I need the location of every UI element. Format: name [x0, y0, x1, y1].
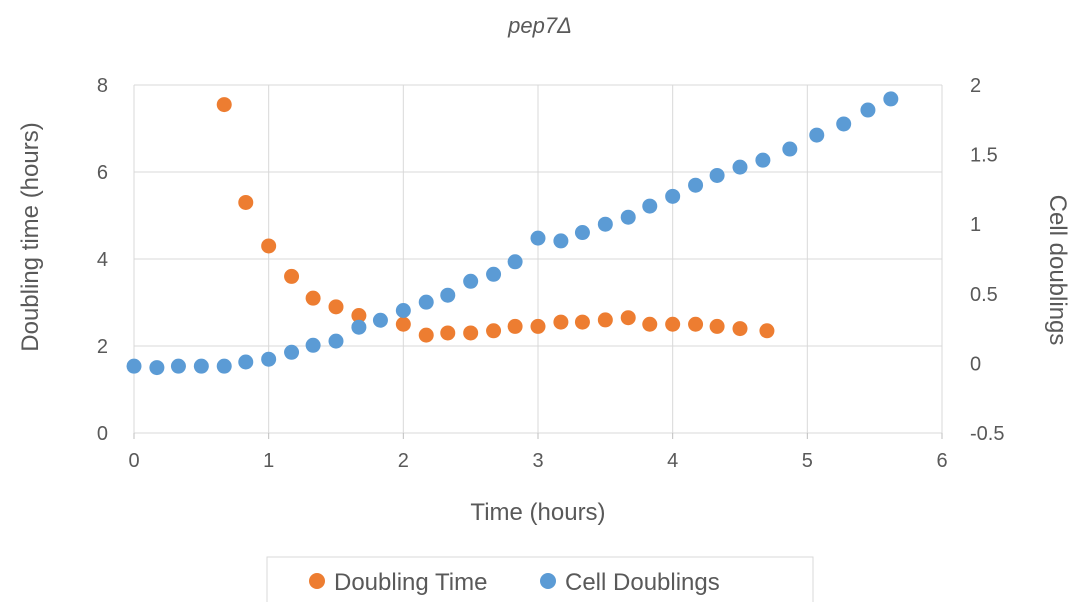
point-cell-doublings — [463, 273, 479, 289]
point-doubling-time — [642, 316, 658, 332]
x-tick-label: 5 — [802, 450, 813, 472]
y2-tick-label: 0.5 — [970, 284, 998, 306]
x-tick-label: 3 — [532, 450, 543, 472]
x-tick-label: 4 — [667, 450, 678, 472]
y2-tick-label: 0 — [970, 353, 981, 375]
y2-tick-label: 1.5 — [970, 145, 998, 167]
point-cell-doublings — [440, 287, 456, 303]
point-cell-doublings — [553, 233, 569, 249]
point-doubling-time — [418, 327, 434, 343]
point-doubling-time — [688, 316, 704, 332]
x-tick-label: 2 — [398, 450, 409, 472]
point-cell-doublings — [305, 337, 321, 353]
point-cell-doublings — [170, 358, 186, 374]
point-doubling-time — [597, 312, 613, 328]
legend-label-cell-doublings: Cell Doublings — [565, 569, 720, 596]
legend-box — [266, 556, 814, 602]
y2-axis-title: Cell doublings — [1044, 195, 1071, 346]
x-axis-title: Time (hours) — [470, 499, 605, 526]
point-cell-doublings — [665, 188, 681, 204]
point-cell-doublings — [149, 360, 165, 376]
point-cell-doublings — [574, 225, 590, 241]
y2-tick-label: 1 — [970, 214, 981, 236]
legend-marker-doubling-time — [309, 573, 325, 589]
point-doubling-time — [261, 238, 277, 254]
point-doubling-time — [553, 314, 569, 330]
point-cell-doublings — [238, 354, 254, 370]
point-doubling-time — [665, 316, 681, 332]
point-cell-doublings — [486, 266, 502, 282]
data-points — [126, 91, 899, 376]
point-cell-doublings — [836, 116, 852, 132]
point-cell-doublings — [883, 91, 899, 107]
point-cell-doublings — [284, 344, 300, 360]
point-cell-doublings — [351, 319, 367, 335]
point-doubling-time — [216, 97, 232, 113]
point-doubling-time — [709, 318, 725, 334]
y-tick-label: 8 — [97, 75, 108, 97]
point-doubling-time — [284, 268, 300, 284]
right-axis-ticks: -0.5 0 0.5 1 1.5 2 — [970, 75, 1004, 445]
legend-marker-cell-doublings — [540, 573, 556, 589]
left-axis-ticks: 0 2 4 6 8 — [97, 75, 108, 445]
point-cell-doublings — [709, 167, 725, 183]
y-tick-label: 2 — [97, 336, 108, 358]
point-doubling-time — [732, 321, 748, 337]
point-cell-doublings — [261, 351, 277, 367]
point-doubling-time — [395, 316, 411, 332]
y-axis-title: Doubling time (hours) — [17, 122, 44, 351]
point-cell-doublings — [530, 230, 546, 246]
point-doubling-time — [507, 318, 523, 334]
point-doubling-time — [238, 194, 254, 210]
y2-tick-label: 2 — [970, 75, 981, 97]
point-cell-doublings — [620, 209, 636, 225]
point-doubling-time — [574, 314, 590, 330]
point-cell-doublings — [860, 102, 876, 118]
legend-label-doubling-time: Doubling Time — [334, 569, 487, 596]
point-cell-doublings — [395, 303, 411, 319]
point-doubling-time — [440, 325, 456, 341]
point-doubling-time — [305, 290, 321, 306]
point-cell-doublings — [642, 198, 658, 214]
x-axis-ticks: 0 1 2 3 4 5 6 — [128, 450, 947, 472]
point-cell-doublings — [216, 358, 232, 374]
point-cell-doublings — [328, 333, 344, 349]
grid — [133, 84, 943, 439]
point-cell-doublings — [597, 216, 613, 232]
point-cell-doublings — [418, 294, 434, 310]
x-tick-label: 0 — [128, 450, 139, 472]
legend: Doubling Time Cell Doublings — [266, 556, 814, 602]
y-tick-label: 0 — [97, 423, 108, 445]
x-tick-label: 6 — [936, 450, 947, 472]
point-doubling-time — [351, 308, 367, 324]
y-tick-label: 6 — [97, 162, 108, 184]
point-doubling-time — [463, 325, 479, 341]
x-tick-label: 1 — [263, 450, 274, 472]
point-cell-doublings — [755, 152, 771, 168]
point-cell-doublings — [782, 141, 798, 157]
point-doubling-time — [328, 299, 344, 315]
point-cell-doublings — [732, 159, 748, 175]
point-doubling-time — [530, 318, 546, 334]
point-cell-doublings — [193, 358, 209, 374]
point-cell-doublings — [507, 254, 523, 270]
point-doubling-time — [620, 310, 636, 326]
point-cell-doublings — [809, 127, 825, 143]
y-tick-label: 4 — [97, 249, 108, 271]
point-cell-doublings — [688, 177, 704, 193]
point-doubling-time — [759, 323, 775, 339]
chart-title: pep7Δ — [507, 13, 572, 38]
point-cell-doublings — [372, 312, 388, 328]
point-cell-doublings — [126, 358, 142, 374]
point-doubling-time — [486, 323, 502, 339]
y2-tick-label: -0.5 — [970, 423, 1004, 445]
